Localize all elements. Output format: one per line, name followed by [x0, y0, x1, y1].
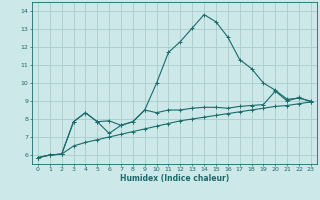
X-axis label: Humidex (Indice chaleur): Humidex (Indice chaleur)	[120, 174, 229, 183]
